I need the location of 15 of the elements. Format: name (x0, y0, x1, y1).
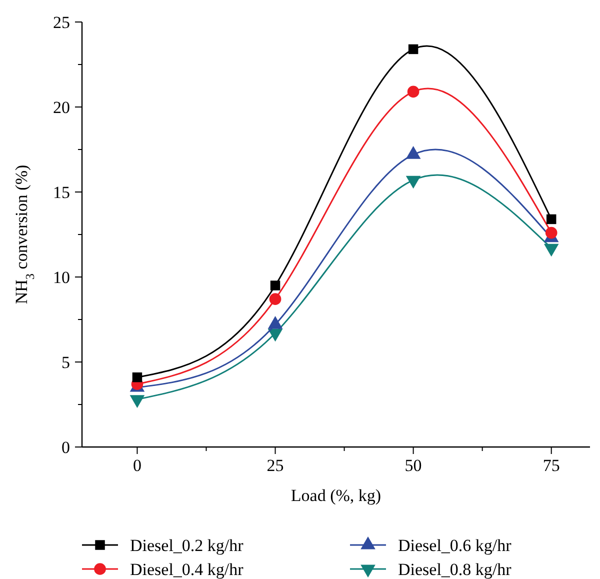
x-tick-label: 50 (404, 456, 422, 475)
legend-label: Diesel_0.6 kg/hr (398, 536, 512, 555)
y-tick-label: 25 (53, 13, 70, 32)
y-tick-label: 20 (53, 98, 70, 117)
y-tick-label: 5 (62, 353, 70, 372)
legend-label: Diesel_0.4 kg/hr (130, 560, 244, 579)
legend-label: Diesel_0.2 kg/hr (130, 536, 244, 555)
x-tick-label: 0 (132, 456, 142, 475)
y-tick-label: 15 (53, 183, 70, 202)
y-tick-label: 10 (53, 268, 70, 287)
legend-label: Diesel_0.8 kg/hr (398, 560, 512, 579)
x-tick-label: 75 (542, 456, 560, 475)
x-tick-label: 25 (266, 456, 284, 475)
y-tick-label: 0 (62, 438, 70, 457)
x-axis-title: Load (%, kg) (290, 486, 382, 505)
